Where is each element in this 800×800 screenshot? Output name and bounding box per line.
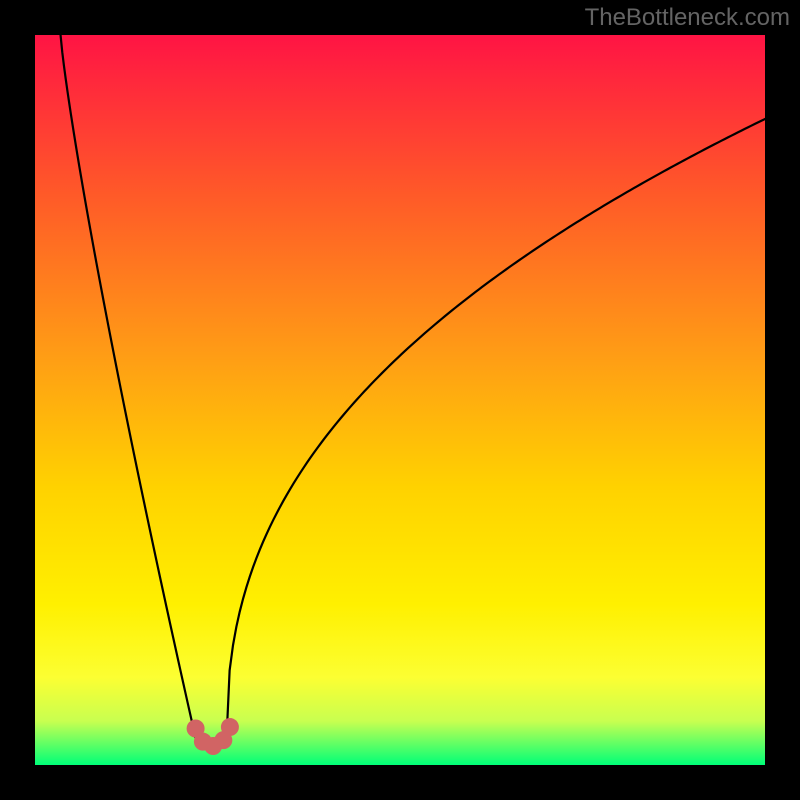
plot-background bbox=[35, 35, 765, 765]
chart-svg bbox=[0, 0, 800, 800]
chart-stage: TheBottleneck.com bbox=[0, 0, 800, 800]
attribution-text: TheBottleneck.com bbox=[585, 4, 790, 32]
